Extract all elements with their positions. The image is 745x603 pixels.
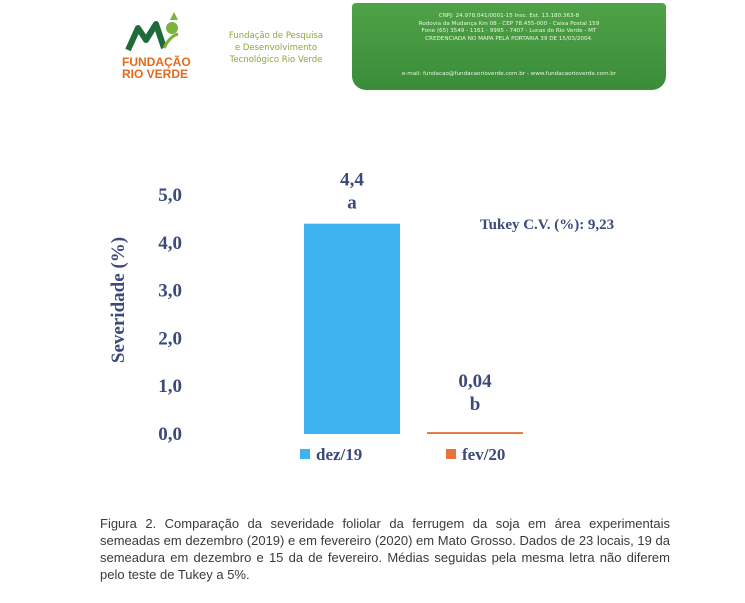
contact-banner: CNPJ: 24.978.041/0001-15 Insc. Est. 13.1… xyxy=(352,3,666,90)
y-tick-label: 3,0 xyxy=(158,281,182,302)
tukey-cv-annotation: Tukey C.V. (%): 9,23 xyxy=(480,217,614,233)
bar xyxy=(427,432,523,434)
legend-entry: fev/20 xyxy=(462,445,505,464)
y-axis-label: Severidade (%) xyxy=(108,237,129,363)
banner-line: Fone (65) 3549 - 1161 - 9995 - 7407 - Lu… xyxy=(421,28,597,35)
banner-contact: e-mail: fundacao@fundacaorioverde.com.br… xyxy=(401,71,617,77)
legend-swatch xyxy=(300,449,310,459)
y-tick-label: 1,0 xyxy=(158,376,182,397)
significance-letter: b xyxy=(470,394,481,415)
y-tick-label: 0,0 xyxy=(158,424,182,445)
y-tick-label: 2,0 xyxy=(158,328,182,349)
legend-swatch xyxy=(446,449,456,459)
banner-line: CREDENCIADA NO MAPA PELA PORTARIA 39 DE … xyxy=(425,35,593,42)
data-label: 0,04 xyxy=(458,371,492,392)
logo-wordmark: FUNDAÇÃO RIO VERDE xyxy=(122,55,191,81)
fundacao-logo xyxy=(125,12,179,52)
bar xyxy=(304,223,400,434)
legend-entry: dez/19 xyxy=(316,445,362,464)
banner-line: Rodovia da Mudança Km 08 - CEP 78.455-00… xyxy=(418,20,600,27)
organization-name: Fundação de Pesquisa e Desenvolvimento T… xyxy=(228,31,324,65)
y-tick-label: 4,0 xyxy=(158,233,182,254)
figure-caption: Figura 2. Comparação da severidade folio… xyxy=(100,516,670,582)
data-label: 4,4 xyxy=(340,170,364,191)
banner-line: CNPJ: 24.978.041/0001-15 Insc. Est. 13.1… xyxy=(438,13,580,19)
y-tick-label: 5,0 xyxy=(158,185,182,206)
significance-letter: a xyxy=(347,193,357,214)
